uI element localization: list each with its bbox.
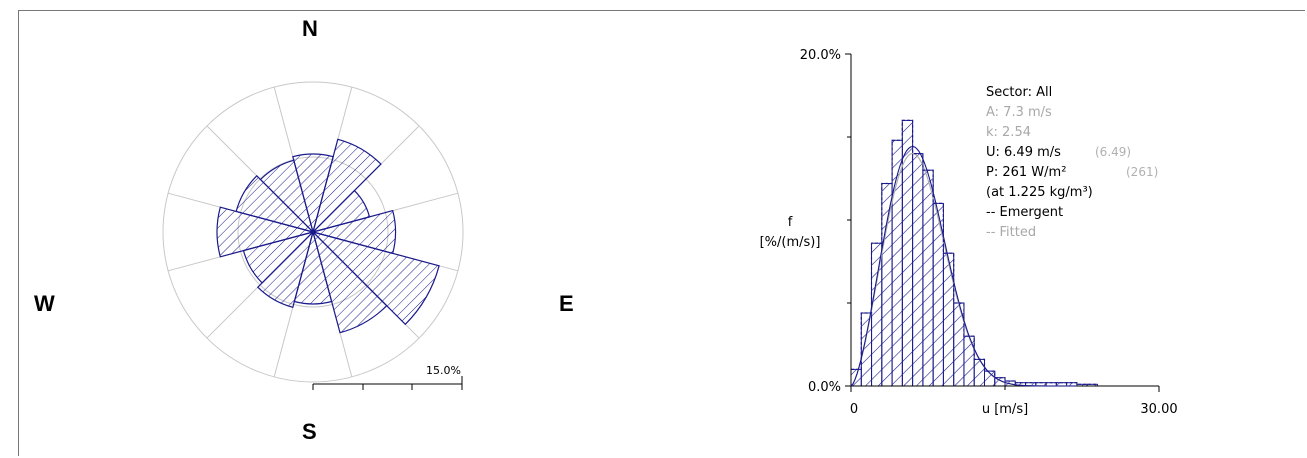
scale-label: 15.0% <box>426 364 461 377</box>
histogram-bar <box>973 358 986 387</box>
histogram-bar <box>922 169 934 387</box>
chart-frame <box>18 10 1305 456</box>
histogram-bar <box>912 153 924 387</box>
rose-grid-ring <box>162 81 464 383</box>
rose-sector-bar <box>256 229 315 309</box>
legend: Sector: All A: 7.3 m/s k: 2.54 U: 6.49 m… <box>986 85 1158 240</box>
histogram-bar <box>881 183 893 387</box>
legend-power-density-fit: (261) <box>1126 165 1158 179</box>
legend-power-density: P: 261 W/m² <box>986 165 1066 180</box>
histogram-bar <box>963 335 975 387</box>
speed-distribution-panel: 20.0% 0.0% 0 30.00 u [m/s] f [%/(m/s)] S… <box>640 0 1307 458</box>
legend-air-density: (at 1.225 kg/m³) <box>986 185 1093 200</box>
y-axis-label-unit: [%/(m/s)] <box>760 235 821 250</box>
rose-sector-bar <box>235 174 316 234</box>
histogram-bar <box>901 119 914 387</box>
rose-sector-bar <box>310 230 440 326</box>
rose-grid-spoke <box>273 304 295 378</box>
y-axis-label-symbol: f <box>788 215 793 230</box>
x-tick-label-min: 0 <box>850 402 858 417</box>
legend-mean-speed-fit: (6.49) <box>1095 145 1131 159</box>
x-tick-label-max: 30.00 <box>1140 402 1177 417</box>
y-tick-label-max: 20.0% <box>800 48 841 63</box>
legend-fitted: -- Fitted <box>986 225 1036 240</box>
emergent-curve <box>851 119 1098 385</box>
speed-histogram-chart: 20.0% 0.0% 0 30.00 u [m/s] f [%/(m/s)] S… <box>760 48 1178 417</box>
compass-west-label: W <box>34 291 55 316</box>
rose-sector-bar <box>311 138 382 235</box>
compass-north-label: N <box>302 16 318 41</box>
rose-sector-bar <box>216 206 316 258</box>
rose-grid-spoke <box>206 284 261 339</box>
rose-sector-bar <box>311 229 388 334</box>
legend-sector: Sector: All <box>986 85 1052 100</box>
rose-grid-spoke <box>385 192 459 214</box>
compass-east-label: E <box>559 291 574 316</box>
rose-grid-spoke <box>206 125 261 180</box>
y-tick-label-min: 0.0% <box>808 380 841 395</box>
legend-weibull-a: A: 7.3 m/s <box>986 105 1052 120</box>
emergent-envelope-curve <box>850 145 1077 387</box>
legend-emergent: -- Emergent <box>986 205 1063 220</box>
wind-rose-chart: 15.0% <box>162 81 464 390</box>
wind-rose-panel: N S W E 15.0% <box>0 0 640 458</box>
rose-sector-bar <box>259 159 315 235</box>
legend-weibull-k: k: 2.54 <box>986 125 1031 140</box>
rose-grid-spoke <box>273 86 295 160</box>
x-axis-label: u [m/s] <box>982 402 1028 417</box>
compass-south-label: S <box>302 419 317 444</box>
legend-mean-speed: U: 6.49 m/s <box>986 145 1061 160</box>
